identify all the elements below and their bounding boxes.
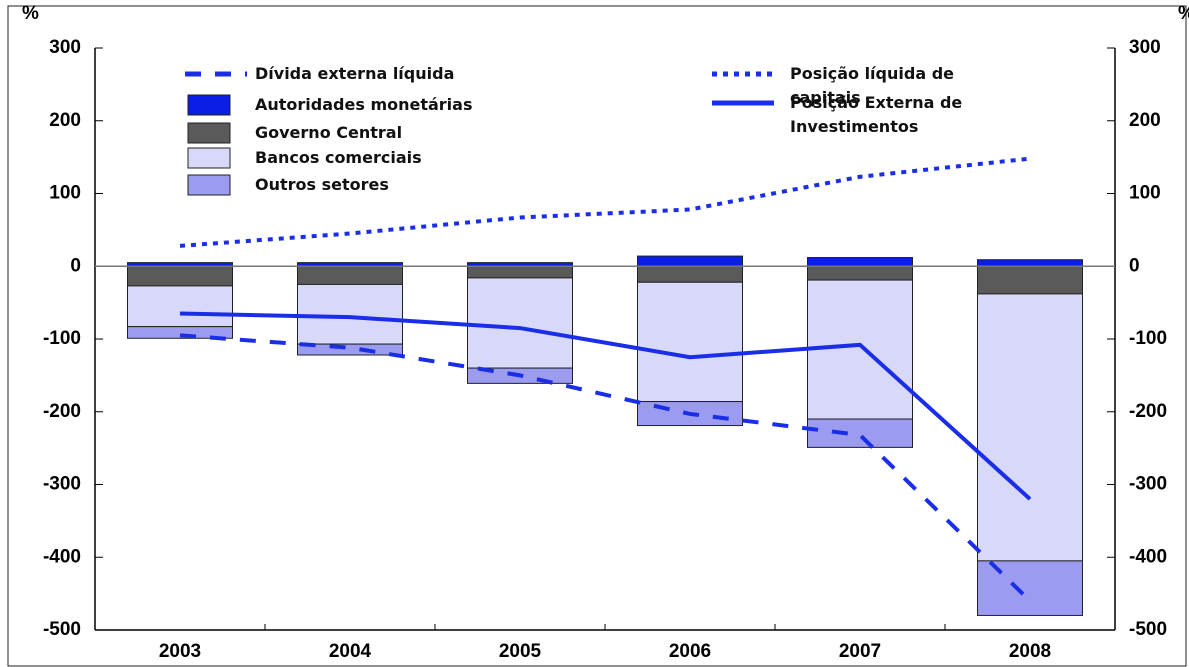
- bar: [637, 265, 743, 283]
- y2-tick-label: -200: [1129, 401, 1167, 422]
- y2-tick-label: -500: [1129, 619, 1167, 640]
- legend-label: Posição Externa de Investimentos: [790, 93, 963, 136]
- x-tick-label: 2004: [329, 641, 372, 662]
- y-tick-label: 0: [70, 255, 81, 276]
- legend-swatch: [187, 174, 231, 196]
- bar: [977, 259, 1083, 267]
- legend-label: Outros setores: [255, 175, 389, 194]
- line-series: [179, 333, 1032, 603]
- y-tick-label: -100: [43, 328, 81, 349]
- legend-label: Posição líquida de capitais: [790, 64, 954, 107]
- bar: [977, 293, 1083, 562]
- bar: [807, 279, 913, 420]
- y-tick-label: 300: [49, 37, 81, 58]
- y-tick-label: -400: [43, 546, 81, 567]
- legend-label: Governo Central: [255, 123, 403, 142]
- bar: [977, 560, 1083, 616]
- y2-tick-label: -400: [1129, 546, 1167, 567]
- x-tick-label: 2008: [1009, 641, 1051, 662]
- x-tick-label: 2007: [839, 641, 881, 662]
- bar: [807, 418, 913, 448]
- y2-tick-label: 0: [1129, 255, 1140, 276]
- y-tick-label: 100: [49, 183, 81, 204]
- legend-swatch: [187, 122, 231, 144]
- y2-tick-label: -300: [1129, 474, 1167, 495]
- x-tick-label: 2005: [499, 641, 542, 662]
- frame: [7, 5, 1187, 667]
- legend-label: Bancos comerciais: [255, 148, 422, 167]
- bar: [297, 283, 403, 345]
- bar: [297, 343, 403, 356]
- bar: [297, 265, 403, 285]
- y2-tick-label: -100: [1129, 328, 1167, 349]
- legend-swatch: [187, 147, 231, 169]
- bar: [807, 265, 913, 281]
- line-series: [179, 156, 1031, 248]
- y2-tick-label: 300: [1129, 37, 1161, 58]
- bar: [467, 265, 573, 279]
- bar: [127, 265, 233, 287]
- y-tick-label: -200: [43, 401, 81, 422]
- y-tick-label: -500: [43, 619, 81, 640]
- bar: [637, 255, 743, 267]
- y-axis-label: %: [22, 3, 39, 24]
- y2-tick-label: 200: [1129, 110, 1161, 131]
- bar: [807, 257, 913, 267]
- legend-label: Dívida externa líquida: [255, 64, 455, 83]
- bar: [127, 285, 233, 328]
- y-tick-label: -300: [43, 474, 81, 495]
- bar: [977, 265, 1083, 295]
- y-tick-label: 200: [49, 110, 81, 131]
- line-series: [179, 311, 1032, 501]
- x-tick-label: 2003: [159, 641, 201, 662]
- bar: [467, 277, 573, 369]
- x-tick-label: 2006: [669, 641, 711, 662]
- bar: [127, 326, 233, 339]
- legend-swatch: [187, 94, 231, 116]
- y2-axis-label: %: [1178, 3, 1189, 24]
- y2-tick-label: 100: [1129, 183, 1161, 204]
- bar: [637, 281, 743, 403]
- legend-label: Autoridades monetárias: [255, 95, 473, 114]
